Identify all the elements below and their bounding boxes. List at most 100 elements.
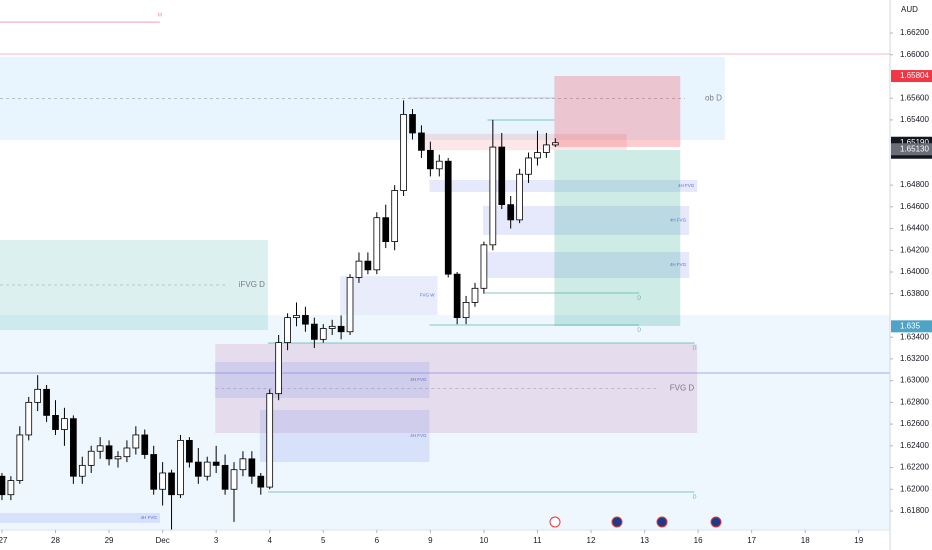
- y-tick-label: 1.64200: [900, 245, 929, 254]
- candle-body: [453, 273, 461, 319]
- x-tick-label: 3: [214, 536, 219, 545]
- zone: [554, 76, 681, 147]
- level-label: D: [637, 327, 641, 333]
- x-tick-label: 18: [801, 536, 810, 545]
- price-tag: [891, 70, 932, 83]
- candle-body: [364, 260, 372, 271]
- candle-body: [293, 315, 300, 319]
- candle-body: [87, 450, 95, 466]
- event-icon[interactable]: [611, 516, 623, 528]
- price-tag-label: 1.65190: [900, 138, 929, 147]
- candle-body: [525, 157, 532, 175]
- x-tick-label: 4: [267, 536, 272, 545]
- zone-label: 4H FVG: [410, 377, 427, 382]
- y-tick-label: 1.65600: [900, 93, 929, 102]
- candle-body: [551, 142, 559, 146]
- candle-body: [186, 439, 193, 463]
- candle-body: [78, 464, 86, 477]
- candle-body: [489, 146, 497, 246]
- event-icon[interactable]: [549, 516, 561, 528]
- event-icon[interactable]: [656, 516, 668, 528]
- y-tick-label: 1.63200: [900, 354, 929, 363]
- x-tick-label: 16: [694, 536, 703, 545]
- zone-label: 4H FVG: [678, 183, 695, 188]
- candle-body: [310, 323, 318, 340]
- candle-body: [346, 277, 354, 333]
- candle-body: [427, 149, 434, 170]
- candle-body: [70, 418, 77, 477]
- y-tick-label: 1.66200: [900, 28, 929, 37]
- y-tick-label: 1.61800: [900, 506, 929, 515]
- candle-body: [141, 434, 149, 455]
- candle-body: [435, 160, 443, 170]
- x-tick-label: 17: [747, 536, 756, 545]
- x-tick-label: 5: [321, 536, 326, 545]
- candle-body: [168, 472, 175, 496]
- y-tick-label: 1.64600: [900, 202, 929, 211]
- x-tick-label: 19: [854, 536, 863, 545]
- candle-body: [177, 439, 184, 496]
- zone: [554, 150, 681, 326]
- candle-body: [507, 204, 515, 221]
- candle-body: [418, 132, 425, 151]
- candle-body: [534, 152, 541, 159]
- zone-label: 4H FVG: [670, 218, 687, 223]
- candle-body: [328, 325, 336, 329]
- zone: [487, 252, 690, 278]
- candle-body: [516, 173, 523, 221]
- zone: [419, 133, 627, 151]
- y-tick-label: 1.62000: [900, 484, 929, 493]
- y-tick-label: 1.62400: [900, 441, 929, 450]
- event-icon[interactable]: [710, 516, 722, 528]
- axes: 1.66200 1.66000 1.65600 1.65400 1.64800 1.646…: [0, 28, 932, 545]
- candle-body: [52, 414, 59, 430]
- candle-body: [25, 401, 33, 436]
- candle-body: [319, 328, 327, 340]
- candle-body: [43, 388, 50, 416]
- level-label: D: [693, 346, 697, 352]
- candle-body: [444, 160, 452, 275]
- y-tick-label: 1.66000: [900, 50, 929, 59]
- candle-body: [61, 418, 68, 430]
- candle-body: [239, 458, 247, 471]
- x-tick-label: 10: [479, 536, 488, 545]
- price-tag: [891, 320, 932, 333]
- plot-area: ob D iFVG D FVG D 4H FVG 4H FVG 4H FVG 4H FVG 4…: [0, 13, 890, 530]
- y-tick-label: 1.62600: [900, 419, 929, 428]
- price-axis: [890, 0, 932, 550]
- candle-body: [212, 461, 220, 466]
- candle-body: [373, 217, 381, 271]
- candle-body: [391, 190, 399, 242]
- candle-body: [194, 461, 202, 477]
- y-tick-label: 1.62800: [900, 397, 929, 406]
- price-tag: [891, 143, 932, 156]
- level-label: M: [158, 13, 163, 19]
- candle-body: [284, 317, 291, 344]
- candle-body: [221, 464, 229, 490]
- candle-body: [159, 472, 166, 490]
- candle-body: [462, 302, 470, 319]
- candle-body: [203, 461, 211, 477]
- zone: [259, 409, 430, 462]
- candle-body: [123, 447, 131, 458]
- y-tick-label: 1.64400: [900, 224, 929, 233]
- candle-body: [480, 244, 488, 289]
- candle-body: [150, 454, 158, 490]
- level-label: D: [693, 494, 697, 500]
- y-tick-label: 1.63800: [900, 289, 929, 298]
- candle-body: [266, 393, 274, 488]
- x-tick-label: 11: [533, 536, 542, 545]
- zone: [0, 512, 160, 523]
- y-tick-label: 1.63000: [900, 376, 929, 385]
- candle-body: [409, 114, 416, 134]
- price-tag-label: 1.65130: [900, 144, 929, 153]
- currency: AUD: [901, 5, 918, 14]
- level-label: D: [637, 295, 641, 301]
- candle-body: [355, 260, 363, 278]
- candle-body: [248, 458, 256, 477]
- price-tag-label: 1.65804: [900, 71, 929, 80]
- zone-label: 4H FVG: [670, 262, 687, 267]
- y-tick-label: 1.65400: [900, 115, 929, 124]
- candle-body: [230, 469, 238, 490]
- y-tick-label: 1.64000: [900, 267, 929, 276]
